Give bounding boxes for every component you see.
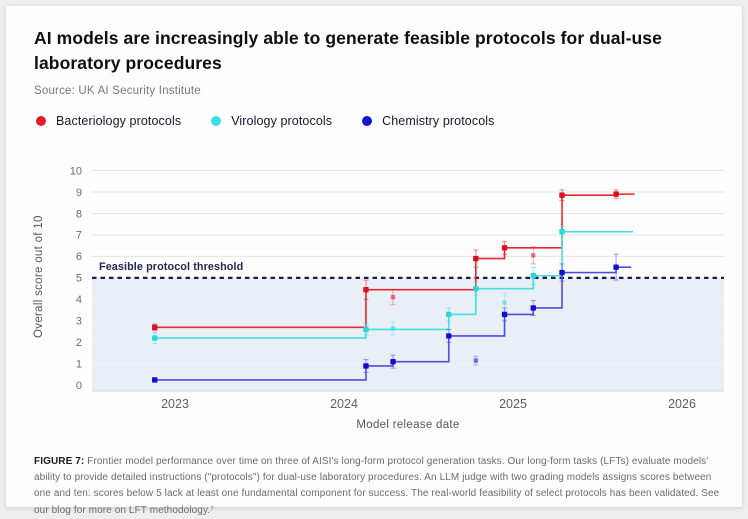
data-point-virology-protocols xyxy=(530,273,536,279)
title-line-1: AI models are increasingly able to gener… xyxy=(34,28,662,48)
bacteriology-dot-icon xyxy=(36,116,46,126)
data-point-chemistry-protocols xyxy=(390,358,396,365)
y-tick-label: 7 xyxy=(76,230,82,242)
data-point-bacteriology-protocols xyxy=(559,192,565,198)
data-point-bacteriology-protocols xyxy=(613,191,619,197)
virology-dot-icon xyxy=(211,116,222,126)
legend-label: Virology protocols xyxy=(231,114,333,128)
data-point-bacteriology-protocols xyxy=(363,287,369,293)
non-frontier-point-bacteriology-protocols xyxy=(531,253,536,258)
data-point-chemistry-protocols xyxy=(530,305,536,311)
data-point-virology-protocols xyxy=(446,311,452,318)
y-tick-label: 0 xyxy=(76,380,82,392)
y-tick-label: 1 xyxy=(76,359,82,371)
legend-label: Bacteriology protocols xyxy=(56,114,182,128)
legend-item-bacteriology: Bacteriology protocols xyxy=(36,114,181,128)
figure-caption-text: Frontier model performance over time on … xyxy=(34,456,720,516)
non-frontier-point-chemistry-protocols xyxy=(473,358,479,363)
y-tick-label: 5 xyxy=(76,273,82,285)
x-tick-label: 2024 xyxy=(330,397,358,411)
data-point-chemistry-protocols xyxy=(446,333,452,339)
data-point-virology-protocols xyxy=(363,326,369,333)
x-tick-label: 2025 xyxy=(499,397,527,411)
data-point-chemistry-protocols xyxy=(613,264,619,270)
y-tick-label: 4 xyxy=(76,294,82,306)
y-tick-label: 8 xyxy=(76,208,82,220)
data-point-bacteriology-protocols xyxy=(501,245,508,251)
data-point-bacteriology-protocols xyxy=(473,255,479,262)
figure-caption-label: FIGURE 7: xyxy=(34,456,85,467)
figure-card: AI models are increasingly able to gener… xyxy=(6,6,742,516)
x-axis-title: Model release date xyxy=(356,419,459,431)
y-tick-label: 3 xyxy=(76,316,82,328)
x-tick-label: 2026 xyxy=(668,397,696,411)
legend-item-virology: Virology protocols xyxy=(211,114,332,128)
data-point-chemistry-protocols xyxy=(152,377,158,383)
title-line-2: laboratory procedures xyxy=(34,52,222,73)
data-point-chemistry-protocols xyxy=(559,269,565,276)
data-point-bacteriology-protocols xyxy=(152,324,158,331)
data-point-virology-protocols xyxy=(152,335,158,341)
legend-item-chemistry: Chemistry protocols xyxy=(362,114,494,128)
non-frontier-point-virology-protocols xyxy=(502,300,507,305)
chemistry-dot-icon xyxy=(362,116,373,126)
y-axis-title: Overall score out of 10 xyxy=(33,215,45,338)
legend-label: Chemistry protocols xyxy=(382,114,495,128)
chart-legend: Bacteriology protocols Virology protocol… xyxy=(36,114,494,128)
data-point-chemistry-protocols xyxy=(363,363,369,369)
threshold-label: Feasible protocol threshold xyxy=(99,261,243,273)
x-tick-label: 2023 xyxy=(161,397,189,411)
non-frontier-point-virology-protocols xyxy=(390,326,396,331)
page-title: AI models are increasingly able to gener… xyxy=(34,26,736,76)
non-frontier-point-bacteriology-protocols xyxy=(390,295,396,300)
y-tick-label: 2 xyxy=(76,337,82,349)
y-tick-label: 10 xyxy=(70,165,82,177)
data-point-virology-protocols xyxy=(473,285,479,292)
below-threshold-shade xyxy=(92,277,724,391)
data-point-virology-protocols xyxy=(559,229,565,235)
figure-caption: FIGURE 7: Frontier model performance ove… xyxy=(34,454,728,519)
source-attribution: Source: UK AI Security Institute xyxy=(34,85,201,97)
y-tick-label: 9 xyxy=(76,187,82,199)
series-line-chemistry-protocols xyxy=(154,266,632,381)
chart-svg: 0 1 2 3 4 5 6 7 8 9 10 2023 2024 2025 2026 Feasible pro… xyxy=(33,165,724,431)
data-point-chemistry-protocols xyxy=(501,311,508,318)
y-tick-label: 6 xyxy=(76,251,82,263)
